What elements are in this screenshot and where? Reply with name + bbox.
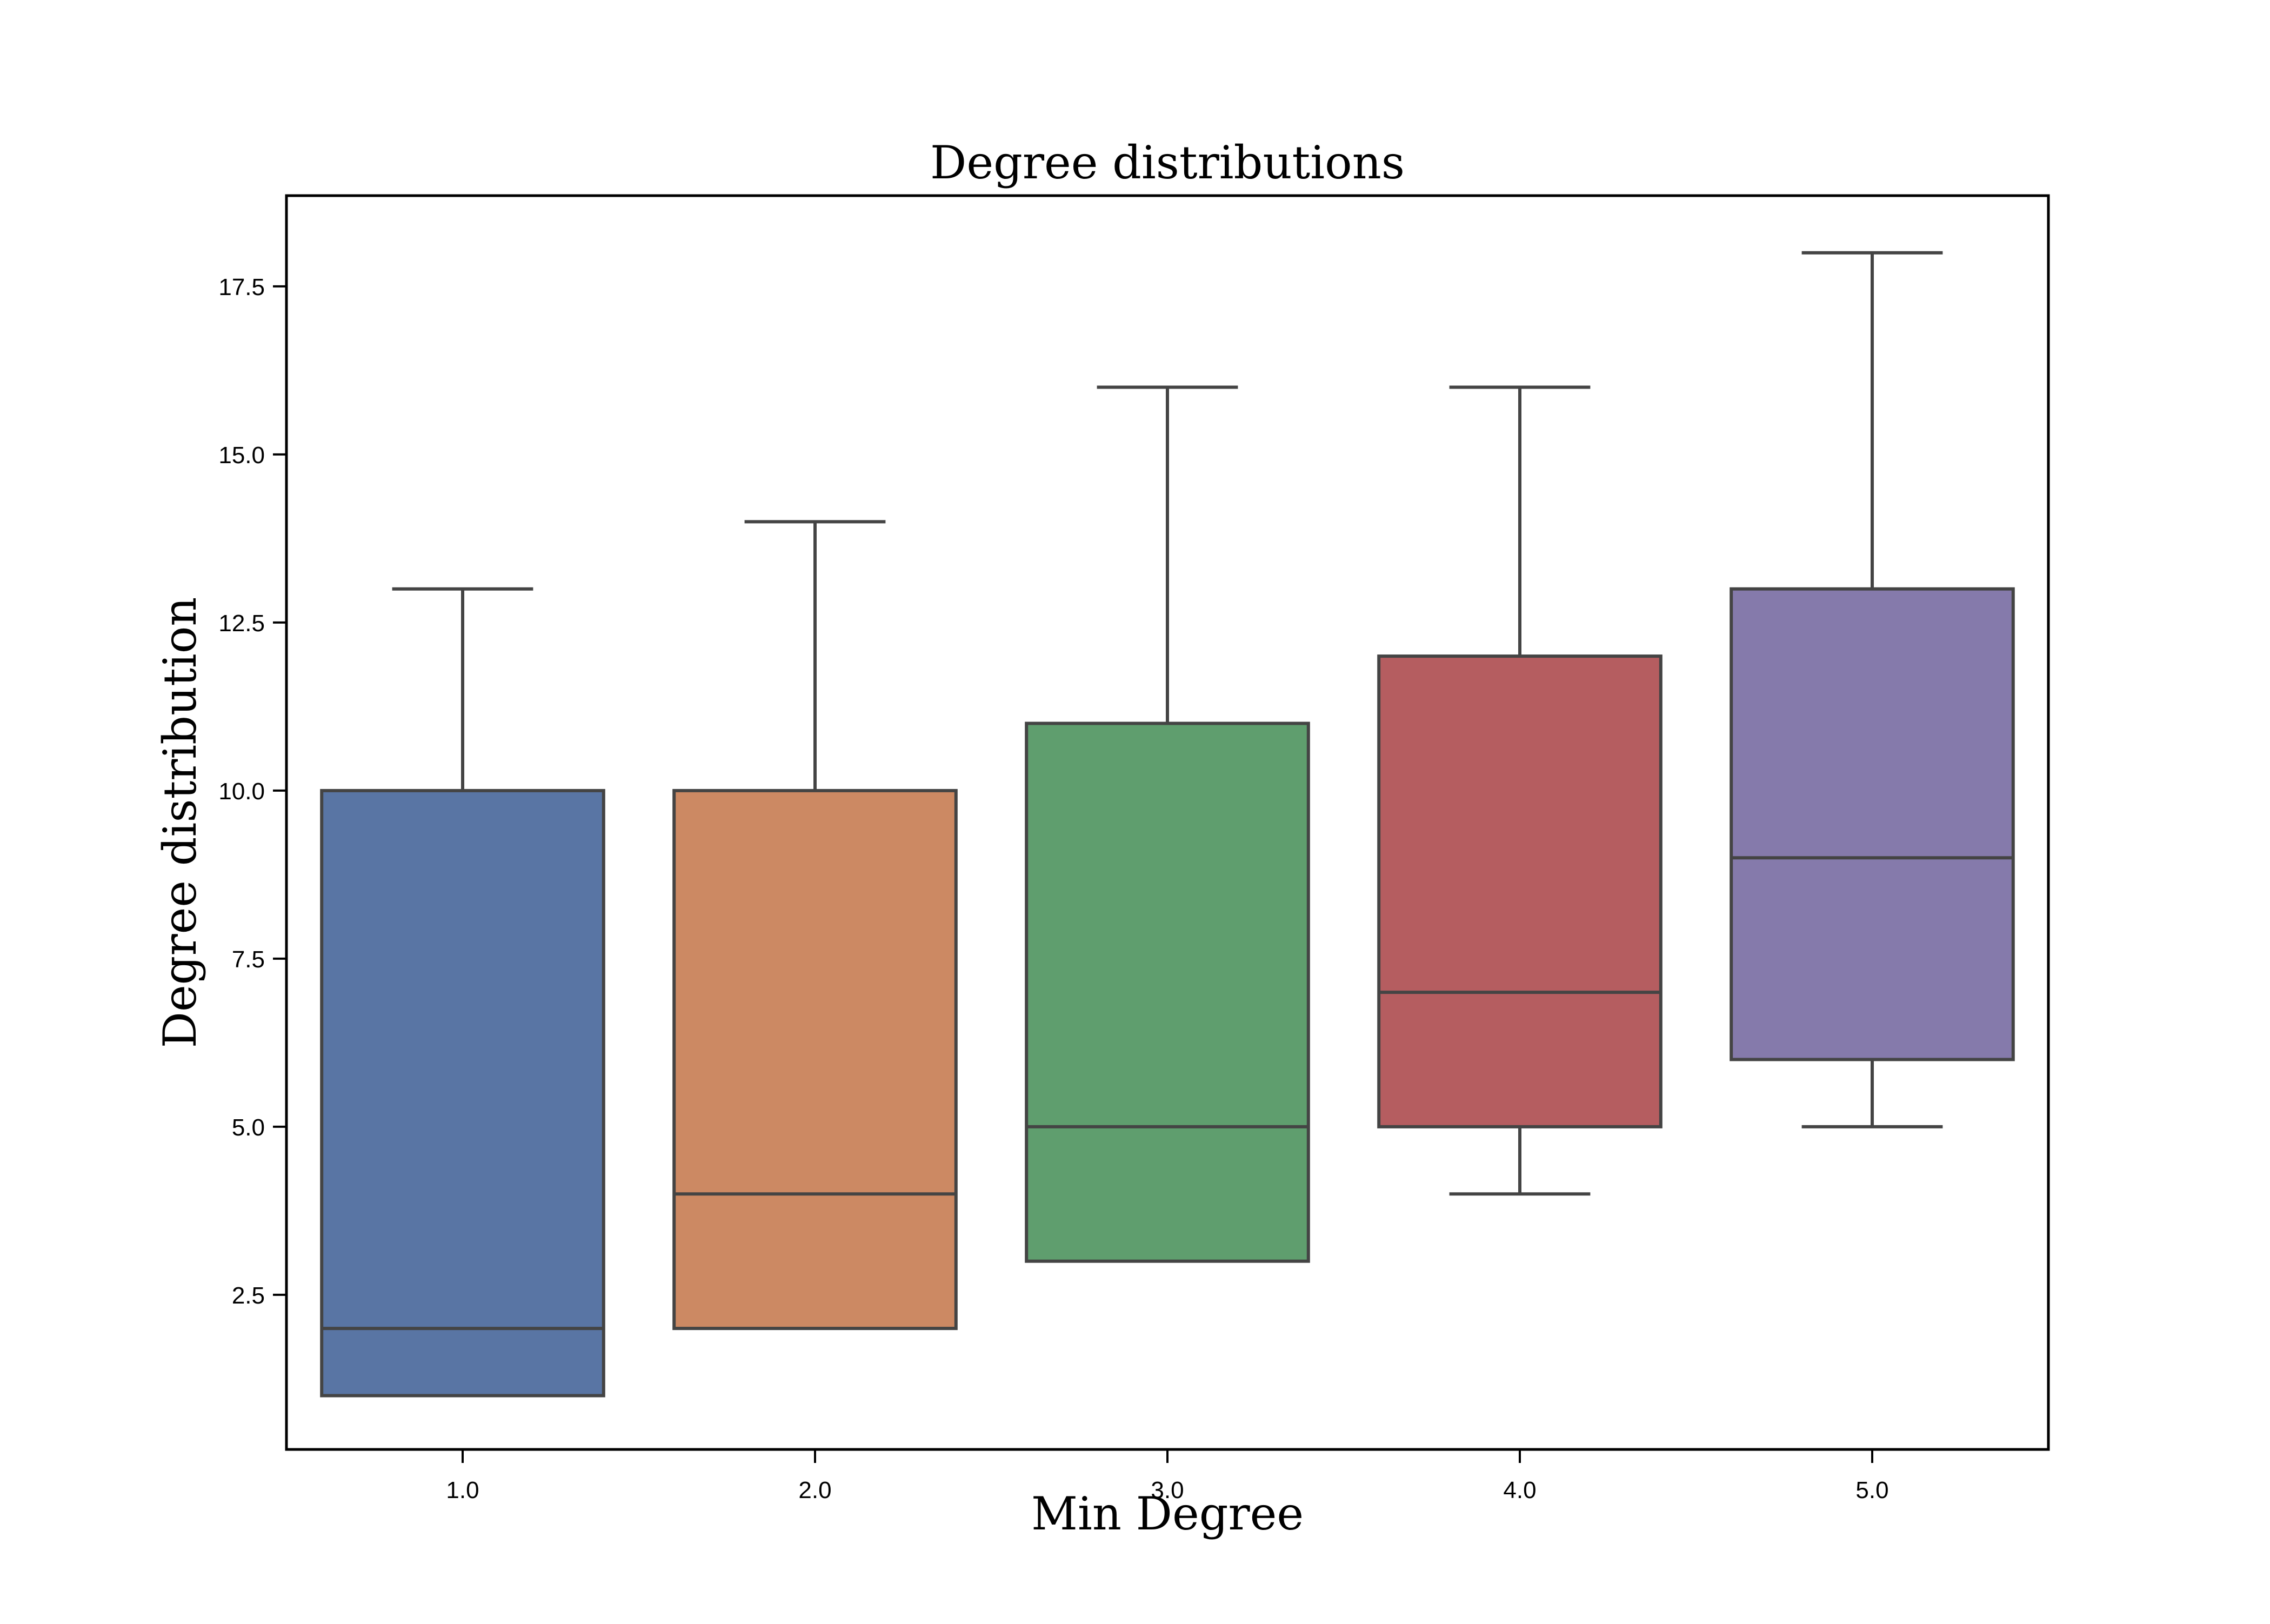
x-tick-label: 2.0 bbox=[798, 1477, 831, 1503]
y-tick-label: 10.0 bbox=[218, 778, 265, 805]
box-1 bbox=[320, 788, 605, 1398]
box-2 bbox=[672, 788, 958, 1331]
x-tick-label: 5.0 bbox=[1855, 1477, 1888, 1503]
plot-frame bbox=[285, 194, 2050, 1451]
x-axis-label: Min Degree bbox=[1031, 1487, 1304, 1540]
y-tick-label: 12.5 bbox=[218, 610, 265, 637]
chart-title: Degree distributions bbox=[930, 136, 1405, 189]
plot-area: 2.5 5.0 7.5 10.0 12.5 15.0 17.5 1.0 2.0 3.0 4.0 5.0 bbox=[218, 194, 2050, 1503]
y-tick-label: 5.0 bbox=[232, 1114, 265, 1141]
y-tick-label: 15.0 bbox=[218, 442, 265, 469]
y-tick-label: 17.5 bbox=[218, 274, 265, 300]
x-tick-label: 4.0 bbox=[1503, 1477, 1536, 1503]
x-tick-label: 1.0 bbox=[446, 1477, 479, 1503]
box-5 bbox=[1730, 587, 2015, 1061]
y-tick-label: 2.5 bbox=[232, 1282, 265, 1309]
x-tick-label: 3.0 bbox=[1151, 1477, 1184, 1503]
y-tick-label: 7.5 bbox=[232, 946, 265, 973]
y-axis-label: Degree distribution bbox=[153, 597, 206, 1048]
box-4 bbox=[1377, 654, 1663, 1128]
box-3 bbox=[1025, 721, 1310, 1263]
